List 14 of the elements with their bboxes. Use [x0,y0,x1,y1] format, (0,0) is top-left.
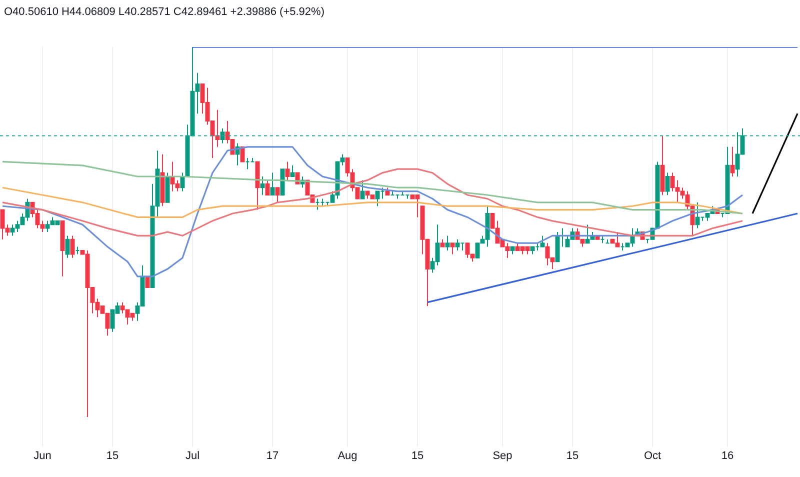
x-tick-label: Sep [492,450,512,462]
chart-title: O40.50610 H44.06809 L40.28571 C42.89461 +2.39886 (+5.92%) [4,6,324,18]
x-tick-label: Jun [34,450,52,462]
x-tick-label: 17 [266,450,279,462]
x-tick-label: 16 [721,450,734,462]
candlestick [280,168,285,196]
x-tick-label: 15 [411,450,424,462]
x-tick-label: Oct [644,450,662,462]
candlestick [145,276,150,288]
x-tick-label: Jul [185,450,200,462]
candlestick [240,146,245,162]
x-tick-label: 15 [566,450,579,462]
x-tick-label: 15 [106,450,119,462]
x-tick-label: Aug [338,450,358,462]
